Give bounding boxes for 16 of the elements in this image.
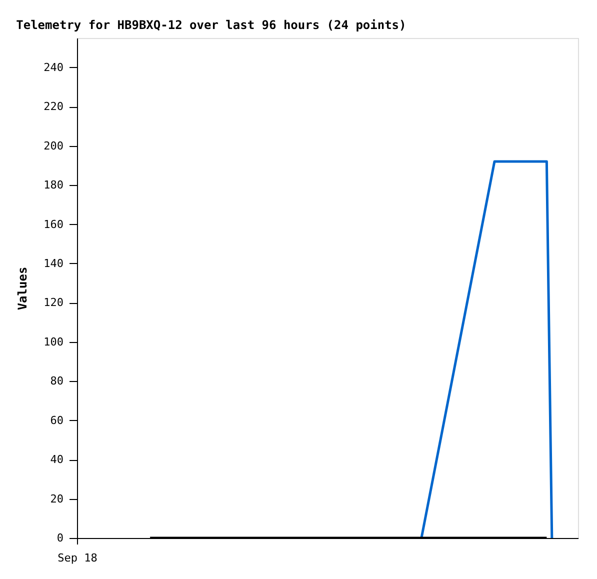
y-tick-label: 60 [50,414,64,427]
chart-title: Telemetry for HB9BXQ-12 over last 96 hours (24 points) [16,18,406,32]
y-tick-label: 0 [56,532,64,544]
y-tick-label: 160 [44,218,64,231]
y-tick-label: 200 [44,139,64,152]
y-tick-label: 120 [44,296,64,310]
y-tick-label: 220 [44,100,64,114]
y-tick-label: 240 [44,60,64,74]
y-tick-label: 100 [44,335,64,348]
y-tick-label: 80 [50,374,64,388]
y-tick-label: 140 [44,256,64,270]
y-axis-title: Values [16,266,30,310]
x-tick-label: Sep 18 [58,552,98,564]
y-tick-label: 180 [44,178,64,192]
y-tick-label: 40 [50,453,64,466]
y-tick-label: 20 [50,492,64,506]
